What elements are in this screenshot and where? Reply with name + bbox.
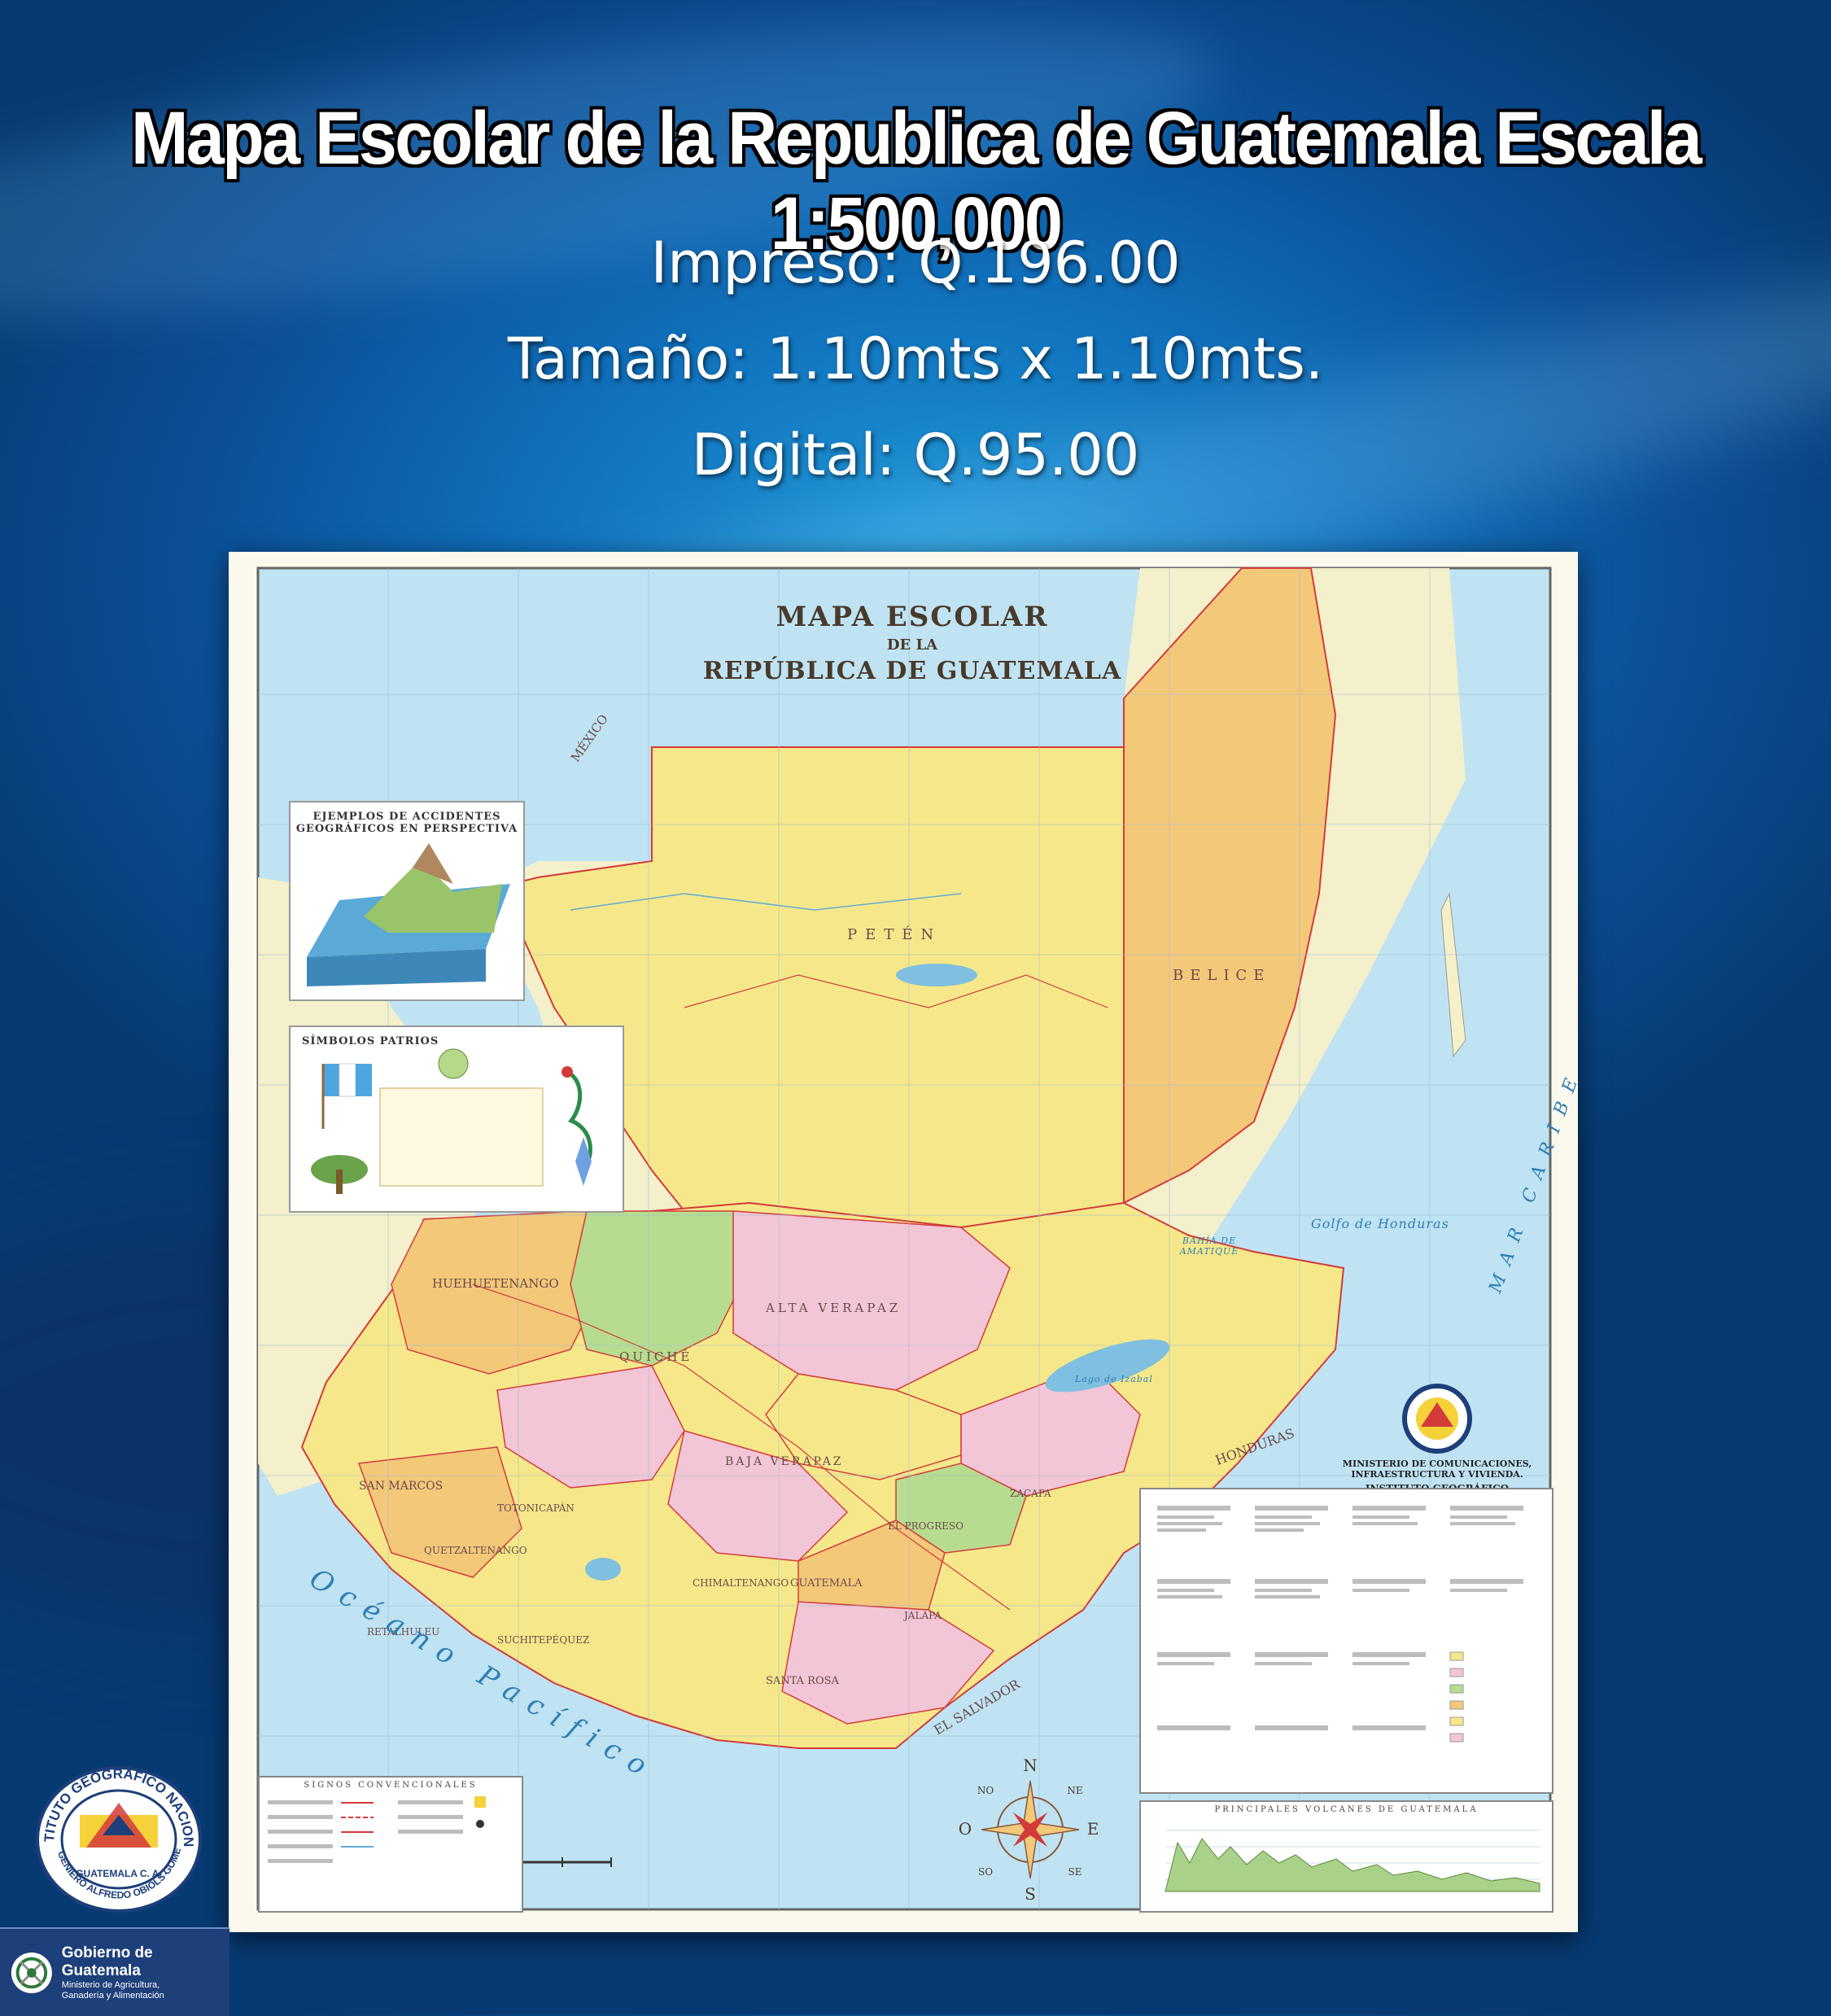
region-label-totonicapan: TOTONICAPÁN: [497, 1502, 575, 1514]
landform-block-diagram-icon: [307, 843, 510, 986]
region-label-huehuetenango: HUEHUETENANGO: [432, 1276, 559, 1291]
compass-so-label: SO: [978, 1866, 993, 1878]
region-label-jalapa: JALAPA: [904, 1610, 942, 1621]
region-label-quetzaltenango: QUETZALTENANGO: [424, 1545, 527, 1556]
ign-center-text: · GUATEMALA C. A. ·: [70, 1868, 168, 1879]
printed-price: Impreso: Q.196.00: [650, 230, 1181, 296]
compass-s-label: S: [1025, 1884, 1036, 1904]
map-title-line1: MAPA ESCOLAR: [776, 601, 1049, 633]
map-title: MAPA ESCOLAR DE LA REPÚBLICA DE GUATEMAL…: [668, 601, 1156, 685]
region-label-guatemala: GUATEMALA: [790, 1577, 863, 1590]
map-size: Tamaño: 1.10mts x 1.10mts.: [507, 326, 1324, 392]
map-title-line2: DE LA: [886, 636, 938, 654]
digital-price: Digital: Q.95.00: [691, 422, 1140, 488]
ign-seal-logo: INSTITUTO GEOGRAFICO NACIONAL INGENIERO …: [29, 1758, 202, 1913]
ign-seal-small-icon: [1402, 1384, 1472, 1454]
compass-ne-label: NE: [1067, 1785, 1082, 1796]
index-text-blocks: [1157, 1506, 1523, 1743]
region-label-el-progreso: EL PROGRESO: [888, 1520, 964, 1532]
compass-rose: [981, 1780, 1080, 1879]
map-title-line3: REPÚBLICA DE GUATEMALA: [702, 657, 1122, 685]
compass-se-label: SE: [1068, 1866, 1082, 1878]
guatemala-crest-icon: [11, 1952, 52, 1993]
region-label-chimaltenango: CHIMALTENANGO: [693, 1577, 789, 1589]
volcano-profile-panel: PRINCIPALES VOLCANES DE GUATEMALA: [1139, 1800, 1554, 1913]
water-label-amatique: BAHÍA DE AMATIQUE: [1179, 1235, 1239, 1257]
gov-ministry-line1: Ministerio de Agricultura,: [61, 1979, 160, 1990]
legend-symbols: [268, 1796, 486, 1863]
region-label-suchitepequez: SUCHITEPÉQUEZ: [497, 1634, 590, 1646]
region-label-san-marcos: SAN MARCOS: [359, 1480, 444, 1493]
compass-n-label: N: [1023, 1756, 1038, 1775]
ministry-name: MINISTERIO DE COMUNICACIONES, INFRAESTRU…: [1342, 1458, 1532, 1480]
government-badge: Gobierno de Guatemala Ministerio de Agri…: [0, 1927, 229, 2016]
gov-ministry-line2: Ganadería y Alimentación: [61, 1990, 164, 2001]
region-label-zacapa: ZACAPA: [1010, 1488, 1051, 1499]
region-label-retalhuleu: RETALHULEU: [367, 1626, 440, 1638]
legend-title: SIGNOS CONVENCIONALES: [304, 1781, 478, 1790]
region-label-peten: PETÉN: [847, 926, 942, 943]
gov-name: Gobierno de Guatemala: [61, 1944, 153, 1979]
region-label-baja-verapaz: BAJA VERAPAZ: [725, 1455, 844, 1468]
volcano-profile-chart: [1165, 1830, 1540, 1892]
national-symbols-inset: SÍMBOLOS PATRIOS: [289, 1025, 624, 1213]
region-label-alta-verapaz: ALTA VERAPAZ: [766, 1301, 902, 1315]
national-symbols-icon: [311, 1048, 592, 1194]
national-symbols-title: SÍMBOLOS PATRIOS: [302, 1035, 439, 1047]
volcano-profile-title: PRINCIPALES VOLCANES DE GUATEMALA: [1214, 1805, 1479, 1814]
landforms-inset-title: EJEMPLOS DE ACCIDENTES GEOGRÁFICOS EN PE…: [295, 811, 518, 835]
region-label-quiche: QUICHÉ: [619, 1349, 693, 1364]
landforms-inset: EJEMPLOS DE ACCIDENTES GEOGRÁFICOS EN PE…: [289, 801, 525, 1001]
legend-panel: SIGNOS CONVENCIONALES: [258, 1776, 523, 1913]
country-label-belize: BELICE: [1173, 967, 1271, 984]
compass-o-label: O: [959, 1819, 972, 1839]
water-label-izabal: Lago de Izabal: [1075, 1374, 1153, 1384]
municipal-index-panel: [1139, 1488, 1554, 1794]
water-label-gulf-honduras: Golfo de Honduras: [1311, 1216, 1449, 1231]
headline: Mapa Escolar de la Republica de Guatemal…: [129, 95, 1703, 267]
map-poster: N S E O NE NO SE SO MAPA ESCOLAR DE LA REPÚBLIC…: [229, 552, 1586, 1932]
compass-e-label: E: [1087, 1819, 1099, 1839]
compass-no-label: NO: [977, 1785, 994, 1796]
region-label-santa-rosa: SANTA ROSA: [766, 1675, 839, 1687]
